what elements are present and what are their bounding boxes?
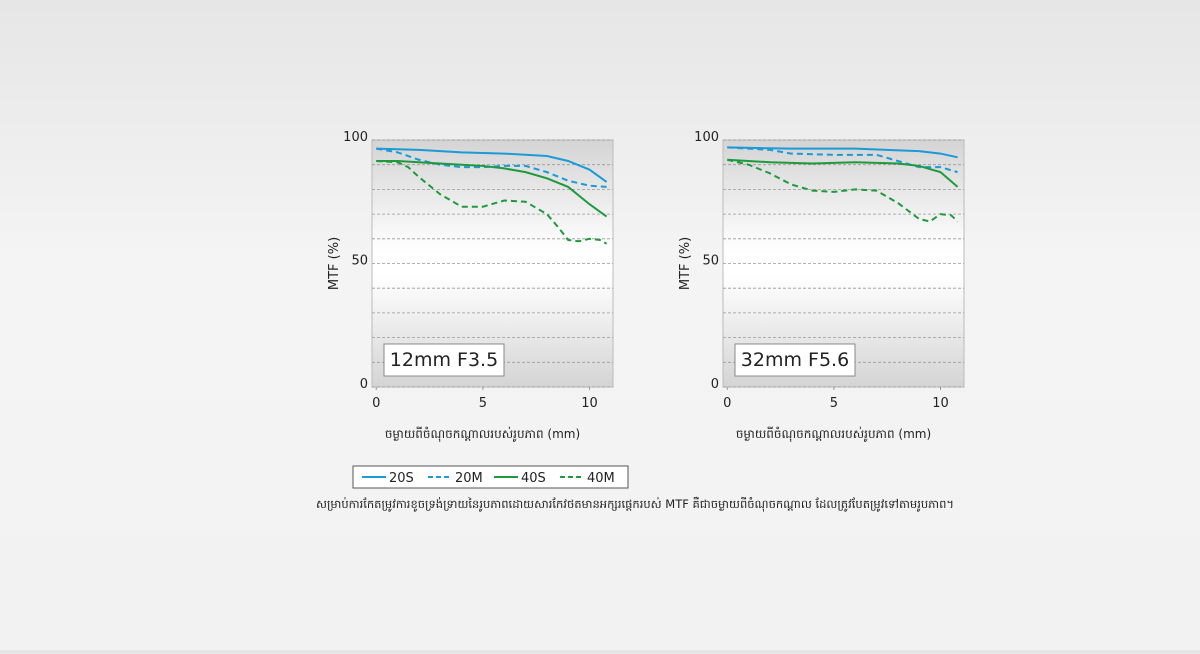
legend-label: 40S xyxy=(521,471,546,486)
series-line xyxy=(376,147,607,188)
y-tick-label: 50 xyxy=(351,254,368,269)
x-tick-label: 10 xyxy=(581,396,598,411)
annotation: 12mm F3.5 xyxy=(390,349,498,371)
y-tick-label: 0 xyxy=(360,377,368,392)
y-axis-label: MTF (%) xyxy=(678,237,693,290)
x-tick-label: 10 xyxy=(932,396,949,411)
y-axis-label: MTF (%) xyxy=(327,237,342,290)
x-axis-label: ចម្ងាយពីចំណុចកណ្ដាលរបស់រូបភាព (mm) xyxy=(736,426,931,442)
x-tick-label: 5 xyxy=(830,396,838,411)
legend-label: 40M xyxy=(587,471,615,486)
series-line xyxy=(727,158,959,188)
caption: សម្រាប់ការកែតម្រូវការខូចទ្រង់ទ្រាយនៃរូបភ… xyxy=(316,496,954,512)
series-line xyxy=(376,159,608,218)
series-line xyxy=(727,158,959,223)
series-line xyxy=(376,147,608,183)
y-tick-label: 100 xyxy=(343,130,368,145)
x-tick-label: 0 xyxy=(723,396,731,411)
annotation-box xyxy=(734,343,856,377)
x-tick-label: 0 xyxy=(372,396,380,411)
x-tick-label: 5 xyxy=(479,396,487,411)
y-tick-label: 100 xyxy=(694,130,719,145)
legend-label: 20S xyxy=(389,471,414,486)
annotation: 32mm F5.6 xyxy=(741,349,849,371)
x-axis-label: ចម្ងាយពីចំណុចកណ្ដាលរបស់រូបភាព (mm) xyxy=(385,426,580,442)
y-tick-label: 50 xyxy=(702,254,719,269)
legend-box xyxy=(352,465,629,489)
series-line xyxy=(727,146,958,159)
legend-label: 20M xyxy=(455,471,483,486)
annotation-box xyxy=(383,343,505,377)
y-tick-label: 0 xyxy=(711,377,719,392)
series-line xyxy=(376,159,608,245)
